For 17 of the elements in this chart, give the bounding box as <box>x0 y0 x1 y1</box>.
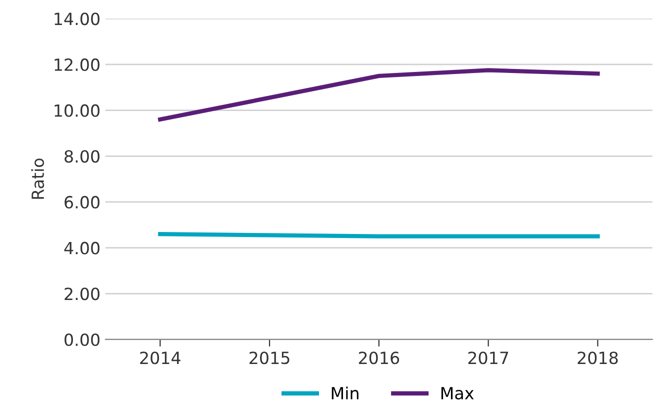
line-series <box>158 68 600 122</box>
x-tick-label: 2018 <box>578 352 618 364</box>
y-tick-label: 0.00 <box>64 333 100 346</box>
legend-label: Max <box>441 387 474 400</box>
y-axis-title: Ratio <box>31 158 44 199</box>
x-tick-label: 2016 <box>358 352 400 364</box>
legend-label: Min <box>332 386 358 400</box>
y-tick-label: 6.00 <box>64 196 100 209</box>
y-tick-label: 10.00 <box>54 104 100 117</box>
x-tick-label: 2017 <box>468 352 508 364</box>
y-tick-label: 4.00 <box>64 242 100 254</box>
y-tick-label: 8.00 <box>64 150 100 163</box>
y-tick-label: 2.00 <box>64 288 100 300</box>
x-tick-label: 2015 <box>250 352 290 364</box>
y-tick-label: 12.00 <box>54 58 100 72</box>
y-tick-label: 14.00 <box>54 12 100 26</box>
x-tick-label: 2014 <box>140 352 180 364</box>
